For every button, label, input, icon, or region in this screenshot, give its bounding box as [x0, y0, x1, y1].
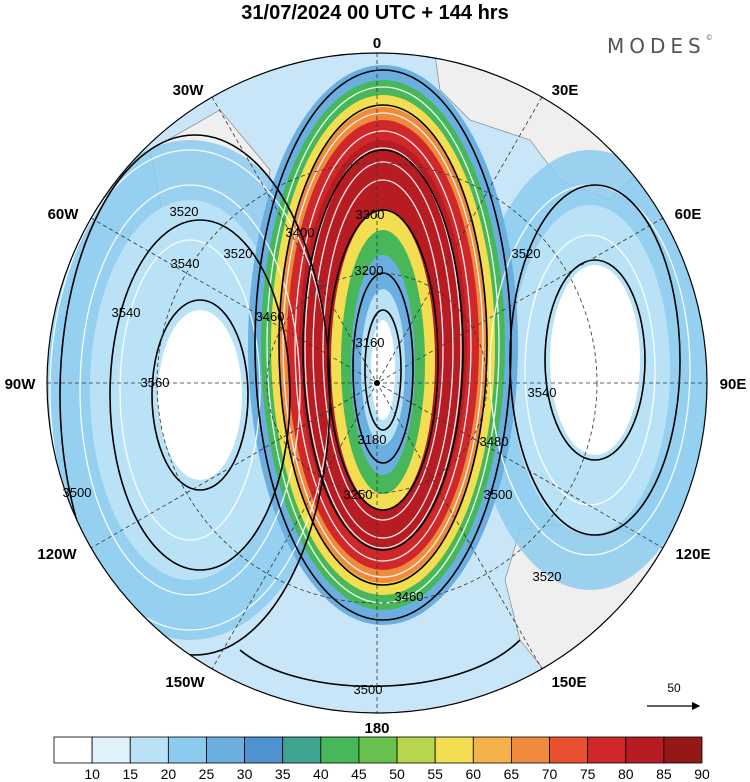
colorbar-tick-label: 55 [427, 766, 443, 782]
colorbar-swatch [206, 736, 245, 764]
colorbar-tick-label: 50 [389, 766, 405, 782]
colorbar-swatch [358, 736, 398, 764]
colorbar-tick-label: 20 [161, 766, 177, 782]
polar-calm [371, 320, 395, 420]
contour-lines [59, 69, 681, 688]
contour-value-labels: 3500 3520 3540 3560 3200 3300 3400 3180 … [63, 204, 562, 697]
lon-label-150e: 150E [551, 674, 586, 691]
map-border [46, 52, 708, 714]
contour-label: 3160 [356, 335, 385, 350]
south-pole-marker [374, 380, 380, 386]
colorbar-swatch [53, 736, 93, 764]
contour-label: 3180 [358, 432, 387, 447]
map-title: 31/07/2024 00 UTC + 144 hrs [241, 2, 509, 24]
contour-label: 3480 [480, 434, 509, 449]
colorbar-swatch [663, 736, 703, 764]
contour-label: 3460 [256, 309, 285, 324]
west-calm-zone [158, 310, 242, 480]
lon-label-150w: 150W [165, 674, 205, 691]
colorbar-swatch [129, 736, 169, 764]
colorbar-swatch [282, 736, 322, 764]
colorbar-swatch [472, 736, 512, 764]
colorbar-swatch [511, 736, 550, 764]
contour-label: 3540 [112, 305, 141, 320]
colorbar-swatch [587, 736, 627, 764]
east-calm-zone [550, 265, 640, 455]
colorbar-tick-label: 85 [656, 766, 672, 782]
modes-logo: MODES© [607, 34, 713, 58]
colorbar-tick-label: 25 [199, 766, 215, 782]
contour-label: 3560 [141, 375, 170, 390]
reference-vector-label: 50 [667, 681, 681, 695]
lon-label-90e: 90E [720, 376, 747, 393]
colorbar-tick-label: 65 [504, 766, 520, 782]
lon-label-120e: 120E [675, 546, 710, 563]
lon-label-30w: 30W [173, 82, 205, 99]
reference-vector: 50 [647, 681, 701, 711]
colorbar-tick-label: 30 [237, 766, 253, 782]
contour-label: 3500 [354, 682, 383, 697]
lon-label-60e: 60E [675, 206, 702, 223]
colorbar: 10 15 20 25 30 35 40 45 50 55 60 65 70 75 80 85 90 [53, 736, 710, 782]
map-disc [47, 53, 707, 713]
colorbar-tick-label: 60 [466, 766, 482, 782]
colorbar-tick-label: 45 [351, 766, 367, 782]
lon-label-90w: 90W [5, 376, 37, 393]
colorbar-swatch [625, 736, 665, 764]
lon-label-180: 180 [364, 720, 389, 737]
colorbar-swatch [549, 736, 589, 764]
contour-label: 3250 [344, 487, 373, 502]
contour-label: 3200 [355, 263, 384, 278]
lon-label-60w: 60W [48, 206, 80, 223]
colorbar-tick-label: 75 [580, 766, 596, 782]
colorbar-swatch [244, 736, 284, 764]
contour-label: 3400 [286, 225, 315, 240]
contour-label: 3520 [512, 246, 541, 261]
contour-label: 3460 [395, 589, 424, 604]
colorbar-tick-label: 90 [694, 766, 710, 782]
colorbar-tick-label: 70 [542, 766, 558, 782]
colorbar-tick-label: 15 [122, 766, 138, 782]
contour-label: 3540 [528, 385, 557, 400]
colorbar-tick-label: 40 [313, 766, 329, 782]
colorbar-swatch [320, 736, 360, 764]
contour-label: 3520 [224, 246, 253, 261]
contour-label: 3500 [63, 485, 92, 500]
colorbar-swatch [396, 736, 436, 764]
contour-label: 3520 [533, 569, 562, 584]
colorbar-tick-label: 10 [84, 766, 100, 782]
lon-label-30e: 30E [552, 82, 579, 99]
longitude-labels: 0 30E 60E 90E 120E 150E 180 150W 120W 90… [5, 35, 747, 737]
lon-label-120w: 120W [37, 546, 77, 563]
contour-label: 3300 [356, 207, 385, 222]
colorbar-tick-label: 80 [618, 766, 634, 782]
contour-label: 3500 [484, 487, 513, 502]
colorbar-swatch [434, 736, 474, 764]
contour-label: 3520 [170, 204, 199, 219]
colorbar-tick-label: 35 [275, 766, 291, 782]
colorbar-swatch [167, 736, 207, 764]
lon-label-0: 0 [373, 35, 381, 52]
colorbar-swatch [91, 736, 131, 764]
streamlines [49, 86, 691, 631]
contour-label: 3540 [171, 256, 200, 271]
